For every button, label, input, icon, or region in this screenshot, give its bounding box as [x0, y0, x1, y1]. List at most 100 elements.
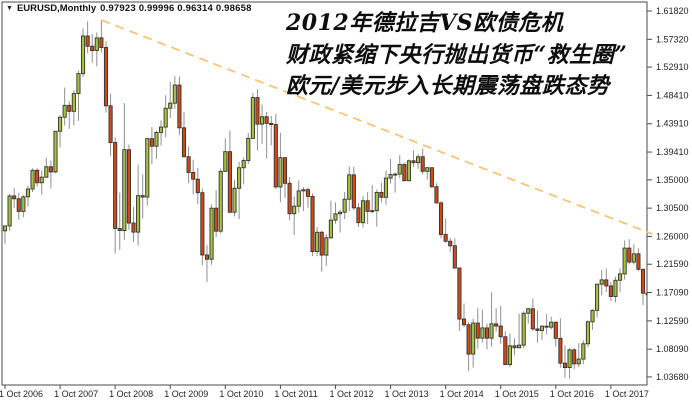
- candle-body: [305, 189, 310, 197]
- y-tick-label: 1.03680: [656, 372, 689, 382]
- candle-body: [103, 47, 109, 107]
- candle-body: [535, 328, 540, 331]
- candle-body: [154, 131, 159, 147]
- candle-body: [351, 174, 356, 209]
- candle-body: [35, 169, 40, 184]
- candle-body: [108, 105, 113, 143]
- candle-body: [39, 176, 44, 184]
- candle-body: [379, 191, 384, 198]
- candle-body: [7, 195, 12, 227]
- y-tick-label: 1.12590: [656, 316, 689, 326]
- candle-body: [370, 210, 375, 213]
- candle-body: [195, 178, 200, 194]
- candle-body: [264, 116, 269, 124]
- candle-body: [613, 279, 618, 297]
- candle-body: [457, 267, 462, 320]
- x-tick-label: 1 Oct 2016: [550, 389, 594, 399]
- candle-body: [383, 177, 389, 198]
- candle-body: [406, 160, 411, 182]
- candle-body: [85, 35, 90, 47]
- candle-body: [2, 225, 8, 232]
- y-tick-label: 1.08090: [656, 344, 689, 354]
- candle-body: [232, 187, 237, 213]
- candle-body: [67, 104, 72, 112]
- candle-body: [177, 84, 182, 129]
- candle-body: [562, 362, 568, 369]
- candle-body: [292, 205, 297, 215]
- candle-body: [645, 292, 647, 296]
- candle-body: [393, 173, 398, 176]
- chart-annotation: 2012年德拉吉VS欧债危机 财政紧缩下央行抛出货币“救生圈” 欧元/美元步入长…: [286, 8, 627, 103]
- candle-body: [342, 198, 347, 213]
- y-tick-label: 1.21590: [656, 259, 689, 269]
- candle-body: [186, 156, 191, 173]
- candle-body: [544, 325, 549, 328]
- x-tick-label: 1 Oct 2015: [495, 389, 539, 399]
- candle-body: [425, 167, 430, 172]
- candle-body: [200, 192, 205, 256]
- candle-body: [365, 200, 370, 212]
- candle-body: [328, 219, 333, 239]
- candle-body: [521, 312, 526, 346]
- candle-body: [402, 164, 407, 182]
- candle-body: [443, 234, 448, 242]
- candle-body: [411, 160, 416, 164]
- candle-body: [131, 222, 136, 233]
- candle-body: [622, 247, 627, 275]
- candle-body: [94, 37, 99, 51]
- candle-body: [595, 283, 600, 311]
- candle-body: [585, 321, 590, 345]
- candle-body: [503, 336, 508, 365]
- candle-body: [429, 167, 434, 188]
- candle-body: [494, 323, 499, 327]
- candle-body: [319, 231, 324, 256]
- candle-body: [338, 211, 343, 215]
- trendline[interactable]: [101, 19, 653, 235]
- candle-body: [227, 151, 232, 213]
- candle-body: [136, 195, 141, 233]
- y-tick-label: 1.39410: [656, 147, 689, 157]
- candle-body: [576, 358, 581, 365]
- candle-body: [223, 151, 228, 172]
- candle-body: [604, 279, 609, 287]
- y-tick-label: 1.61820: [656, 6, 689, 16]
- candle-body: [237, 167, 242, 189]
- candle-body: [53, 130, 58, 173]
- candle-body: [466, 324, 471, 355]
- x-tick-label: 1 Oct 2012: [329, 389, 373, 399]
- candle-body: [255, 97, 260, 125]
- y-tick-label: 1.35000: [656, 175, 689, 185]
- annotation-line: 2012年德拉吉VS欧债危机: [286, 10, 564, 36]
- x-tick-label: 1 Oct 2010: [219, 389, 263, 399]
- candle-body: [360, 200, 366, 224]
- candle-body: [599, 279, 604, 285]
- candle-body: [30, 169, 35, 190]
- candle-body: [172, 84, 177, 104]
- candle-body: [168, 102, 173, 109]
- annotation-line: 财政紧缩下央行抛出货币“救生圈”: [286, 41, 628, 68]
- candle-body: [273, 124, 278, 188]
- candle-body: [526, 308, 531, 314]
- x-tick-label: 1 Oct 2011: [274, 389, 317, 399]
- candle-body: [471, 322, 476, 355]
- candle-body: [461, 318, 467, 326]
- candle-body: [512, 345, 517, 349]
- candle-body: [374, 191, 379, 212]
- candle-body: [163, 107, 168, 128]
- chart-header: ▼ EURUSD,Monthly 0.97923 0.99996 0.96314…: [6, 3, 252, 14]
- collapse-icon[interactable]: ▼: [6, 5, 13, 12]
- candle-body: [618, 273, 623, 281]
- candle-body: [590, 309, 595, 323]
- candle-body: [631, 253, 636, 263]
- candle-body: [347, 174, 352, 200]
- candles-layer: [2, 20, 647, 379]
- candle-body: [191, 171, 196, 180]
- candle-body: [204, 254, 210, 260]
- candle-body: [572, 349, 577, 365]
- x-tick-label: 1 Oct 2007: [54, 389, 98, 399]
- candle-body: [356, 207, 361, 224]
- y-tick-label: 1.52910: [656, 62, 689, 72]
- candle-body: [287, 182, 292, 215]
- candle-body: [608, 285, 613, 297]
